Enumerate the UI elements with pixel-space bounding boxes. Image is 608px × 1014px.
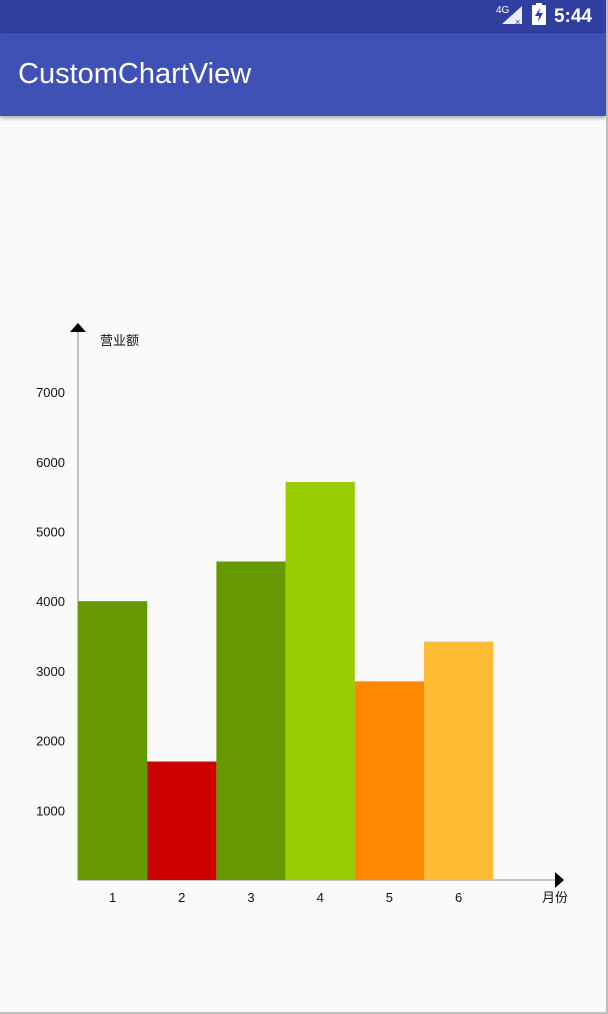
svg-text:4G: 4G xyxy=(496,5,510,16)
x-tick-labels: 1 2 3 4 5 6 xyxy=(109,890,462,905)
bar-2 xyxy=(147,761,217,880)
status-bar: 4G × 5:44 xyxy=(0,0,606,33)
app-title: CustomChartView xyxy=(18,58,252,90)
x-tick-label: 5 xyxy=(386,890,393,905)
y-tick-label: 2000 xyxy=(36,734,65,749)
window-edge-bottom xyxy=(0,1012,608,1014)
x-tick-label: 6 xyxy=(455,890,462,905)
bar-1 xyxy=(78,601,148,880)
y-tick-label: 4000 xyxy=(36,594,65,609)
bars xyxy=(78,482,494,880)
x-tick-label: 3 xyxy=(247,890,254,905)
window-edge xyxy=(606,0,608,1014)
y-tick-label: 7000 xyxy=(36,385,65,400)
x-tick-label: 4 xyxy=(317,890,324,905)
x-axis-label: 月份 xyxy=(542,890,568,905)
signal-4g-icon: 4G × xyxy=(496,2,524,31)
x-axis-arrow xyxy=(555,872,564,888)
y-axis-arrow xyxy=(70,323,86,332)
x-tick-label: 1 xyxy=(109,890,116,905)
bar-3 xyxy=(216,561,286,880)
y-tick-label: 5000 xyxy=(36,525,65,540)
y-tick-label: 6000 xyxy=(36,455,65,470)
y-tick-labels: 1000 2000 3000 4000 5000 6000 7000 xyxy=(36,385,65,818)
battery-charging-icon xyxy=(531,3,546,30)
y-tick-label: 1000 xyxy=(36,803,65,818)
status-time: 5:44 xyxy=(553,5,592,27)
y-axis-label: 营业额 xyxy=(100,333,139,348)
x-tick-label: 2 xyxy=(178,890,185,905)
svg-text:×: × xyxy=(515,17,520,26)
app-bar: CustomChartView xyxy=(0,33,606,116)
bar-5 xyxy=(354,681,424,880)
bar-6 xyxy=(424,641,494,880)
bar-4 xyxy=(285,482,355,880)
y-tick-label: 3000 xyxy=(36,664,65,679)
status-icons: 4G × 5:44 xyxy=(496,0,592,33)
